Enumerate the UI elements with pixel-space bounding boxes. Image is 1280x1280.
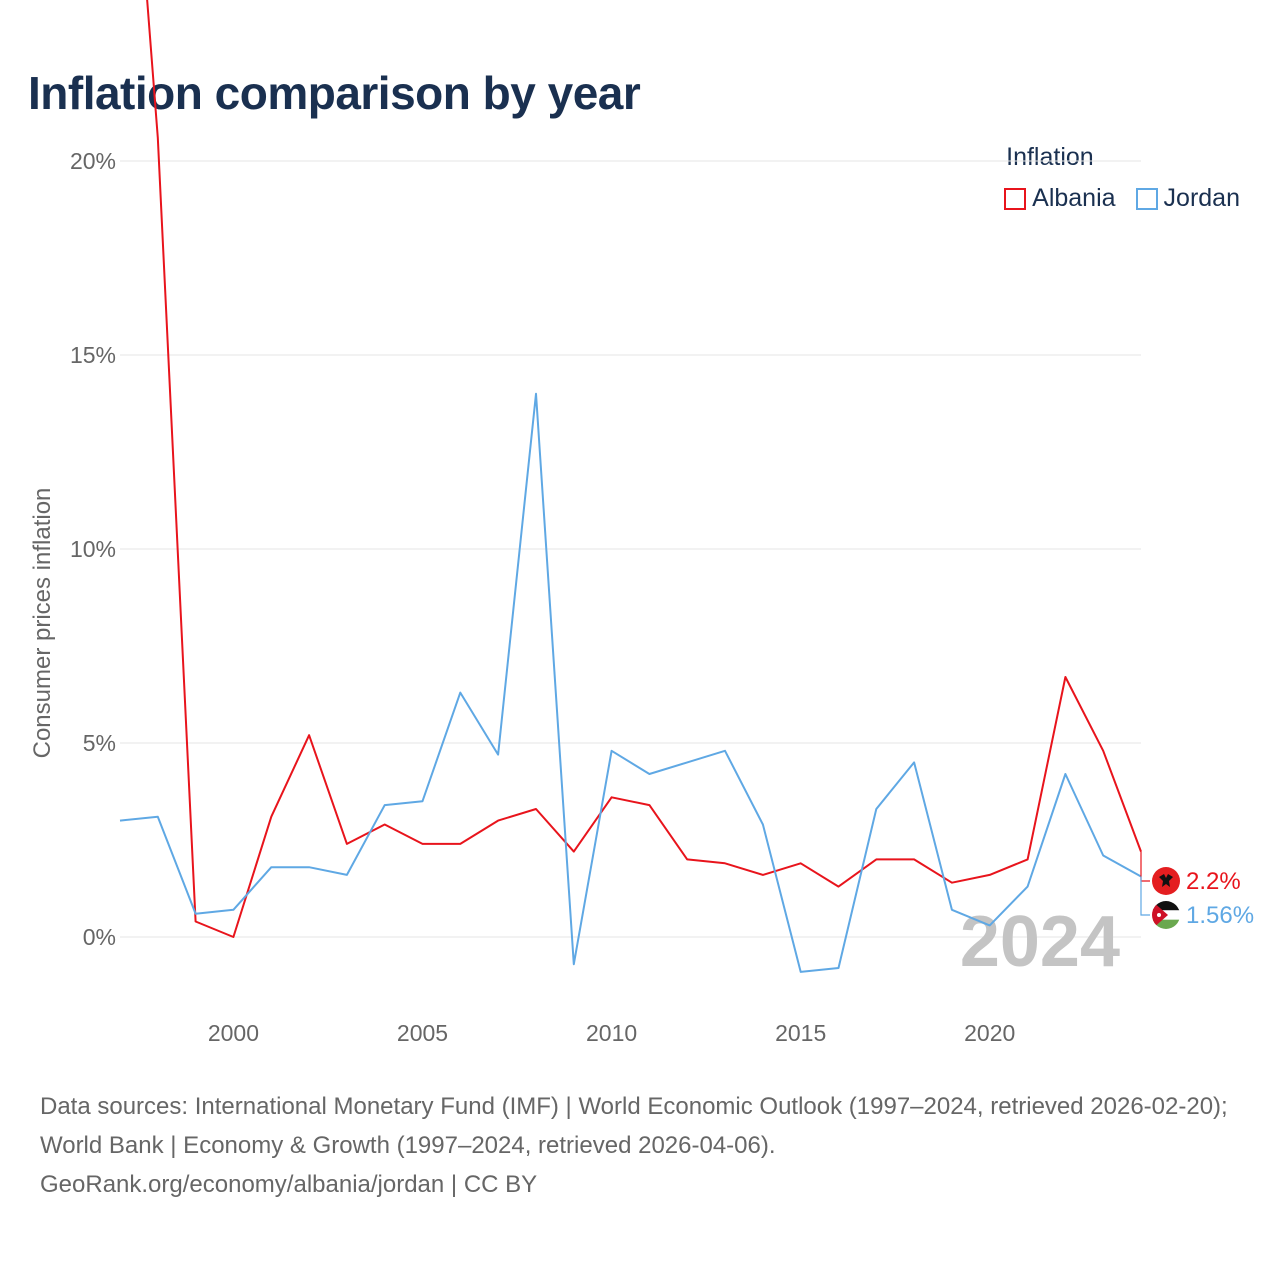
- series-line-jordan: [119, 392, 1142, 973]
- y-tick-label: 15%: [70, 342, 116, 368]
- x-tick-label: 2005: [397, 1020, 448, 1046]
- data-source-note: Data sources: International Monetary Fun…: [40, 1087, 1250, 1204]
- legend-title: Inflation: [1006, 143, 1094, 171]
- legend-label-albania: Albania: [1032, 184, 1116, 212]
- line-chart: 0%5%10%15%20%25%30%20002005201020152020C…: [29, 0, 1254, 1046]
- legend-swatch-albania: [1004, 187, 1027, 210]
- y-axis-label: Consumer prices inflation: [29, 488, 56, 759]
- jordan-flag-icon: [1152, 901, 1180, 929]
- end-connector-jordan: [1140, 876, 1150, 916]
- y-tick-label: 20%: [70, 148, 116, 174]
- end-connector-albania: [1140, 851, 1150, 882]
- legend-swatch-jordan: [1135, 187, 1158, 210]
- x-tick-label: 2020: [964, 1020, 1015, 1046]
- end-label-albania: 2.2%: [1186, 868, 1241, 895]
- x-tick-label: 2015: [775, 1020, 826, 1046]
- y-tick-label: 0%: [83, 924, 116, 950]
- legend-item-jordan[interactable]: Jordan: [1135, 184, 1240, 213]
- end-label-jordan: 1.56%: [1186, 902, 1254, 929]
- source-line-1: Data sources: International Monetary Fun…: [40, 1093, 1228, 1159]
- source-line-2: GeoRank.org/economy/albania/jordan | CC …: [40, 1171, 538, 1198]
- x-tick-label: 2000: [208, 1020, 259, 1046]
- page-title: Inflation comparison by year: [28, 67, 641, 119]
- series-line-albania: [146, 0, 1142, 938]
- x-tick-label: 2010: [586, 1020, 637, 1046]
- albania-flag-icon: [1152, 867, 1180, 895]
- legend-item-albania[interactable]: Albania: [1004, 184, 1116, 213]
- legend-label-jordan: Jordan: [1163, 184, 1240, 212]
- legend: Inflation Albania Jordan: [1004, 143, 1240, 213]
- year-watermark: 2024: [960, 902, 1120, 982]
- y-tick-label: 5%: [83, 730, 116, 756]
- y-tick-label: 10%: [70, 536, 116, 562]
